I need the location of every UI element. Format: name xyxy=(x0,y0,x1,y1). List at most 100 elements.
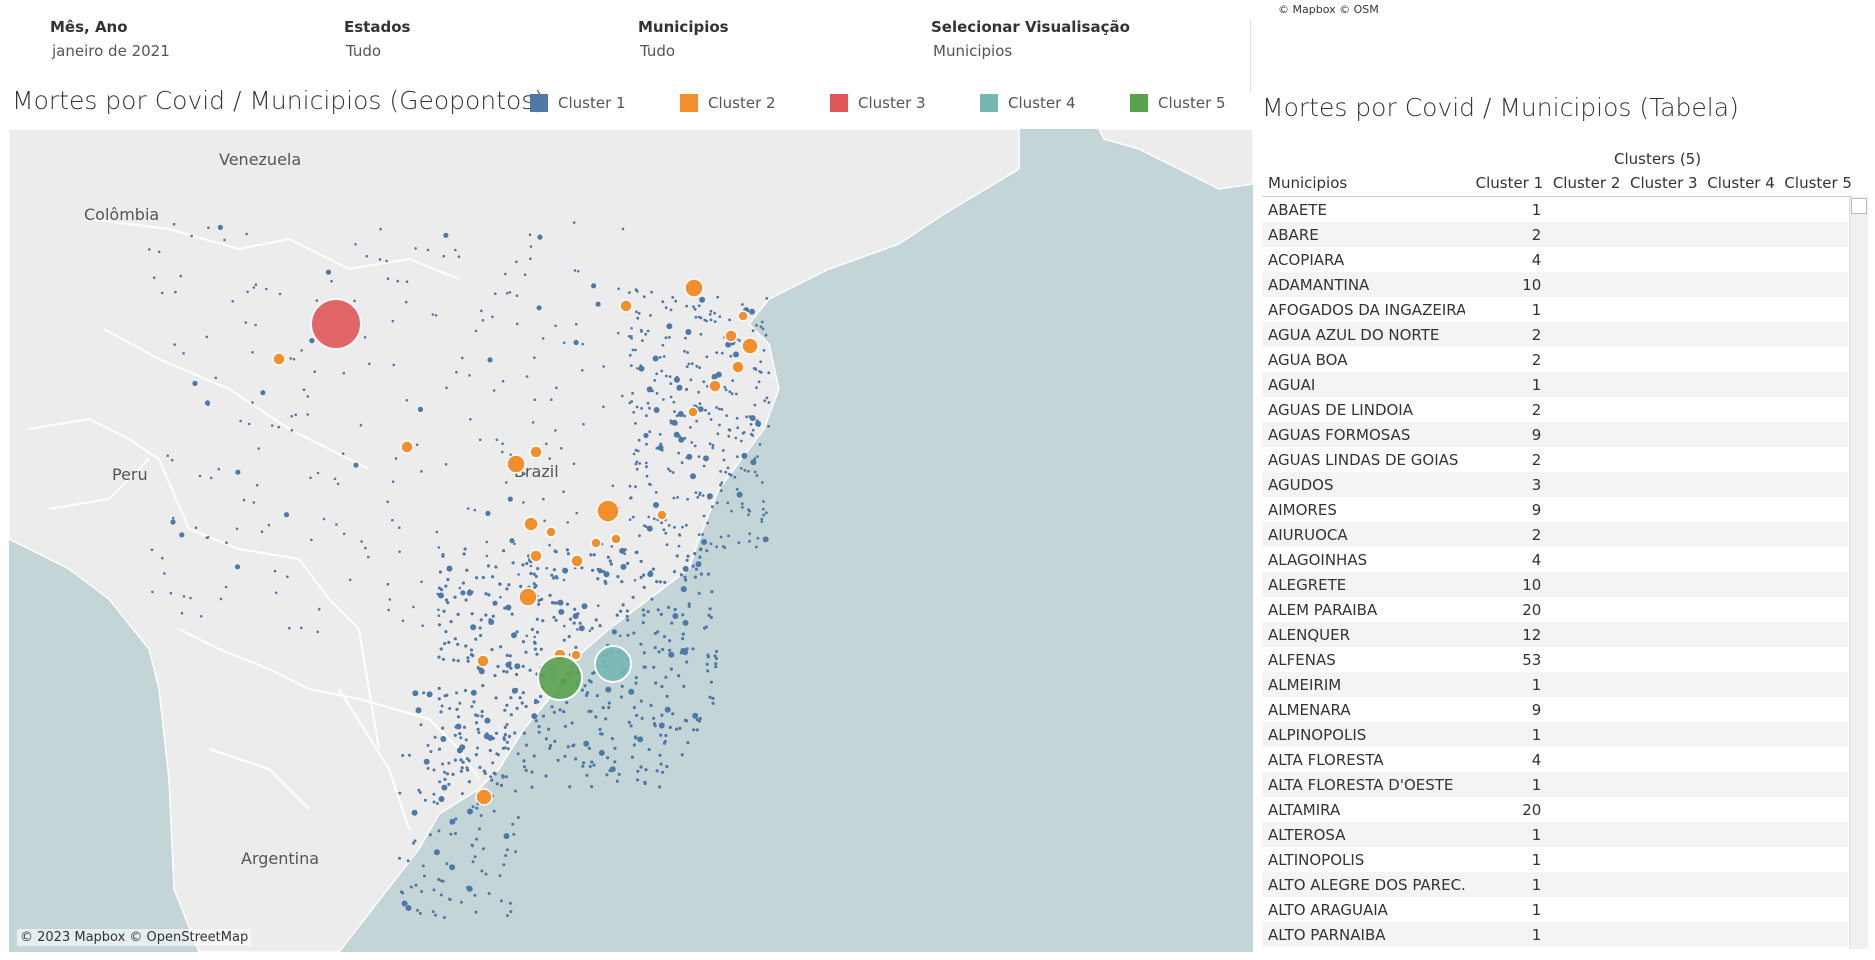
map-point[interactable] xyxy=(677,411,684,417)
map-point[interactable] xyxy=(575,511,578,515)
map-point[interactable] xyxy=(631,515,635,519)
map-point[interactable] xyxy=(464,644,468,648)
map-point[interactable] xyxy=(433,735,437,739)
map-point[interactable] xyxy=(652,517,656,521)
map-point[interactable] xyxy=(630,755,635,759)
map-point[interactable] xyxy=(690,473,696,480)
map-point[interactable] xyxy=(655,769,659,773)
map-point[interactable] xyxy=(309,338,315,344)
map-point[interactable] xyxy=(685,329,692,335)
map-point[interactable] xyxy=(474,637,478,641)
map-point[interactable] xyxy=(707,613,711,617)
column-header-cluster-2[interactable]: Cluster 2 xyxy=(1552,174,1621,192)
map-point[interactable] xyxy=(635,467,639,471)
map-point[interactable] xyxy=(709,680,714,684)
map-point[interactable] xyxy=(443,770,446,774)
map-point[interactable] xyxy=(179,274,182,278)
map-point[interactable] xyxy=(592,553,596,557)
map-point[interactable] xyxy=(459,758,463,762)
map-point[interactable] xyxy=(705,662,709,666)
map-point[interactable] xyxy=(511,822,515,826)
map-point[interactable] xyxy=(668,651,675,658)
map-point[interactable] xyxy=(627,720,631,725)
map-point[interactable] xyxy=(676,496,679,499)
map-point[interactable] xyxy=(536,567,540,571)
map-point[interactable] xyxy=(495,438,499,442)
map-point[interactable] xyxy=(458,732,462,736)
map-point[interactable] xyxy=(702,514,706,518)
map-point[interactable] xyxy=(198,474,202,478)
map-point[interactable] xyxy=(443,777,447,781)
map-point[interactable] xyxy=(654,491,658,494)
map-point[interactable] xyxy=(416,908,419,912)
map-point[interactable] xyxy=(686,497,689,501)
map-point[interactable] xyxy=(658,722,665,729)
map-point[interactable] xyxy=(432,792,436,796)
map-point[interactable] xyxy=(277,425,281,429)
map-point[interactable] xyxy=(525,634,529,638)
map-point[interactable] xyxy=(474,329,478,333)
map-point[interactable] xyxy=(423,758,430,765)
map-point[interactable] xyxy=(235,469,241,475)
map-point[interactable] xyxy=(654,681,658,685)
map-point[interactable] xyxy=(693,552,697,556)
map-point[interactable] xyxy=(619,695,624,699)
map-point[interactable] xyxy=(713,654,717,658)
table-row[interactable]: ALTAMIRA 20 xyxy=(1262,797,1848,822)
map-point[interactable] xyxy=(426,691,433,698)
map-point[interactable] xyxy=(509,696,513,700)
map-point[interactable] xyxy=(694,567,699,571)
map-point[interactable] xyxy=(634,681,638,685)
table-row[interactable]: ALTEROSA 1 xyxy=(1262,822,1848,847)
map-point[interactable] xyxy=(628,484,632,488)
map-point[interactable] xyxy=(245,232,248,236)
map-point[interactable] xyxy=(300,626,303,630)
map-point[interactable] xyxy=(603,579,607,583)
map-point[interactable] xyxy=(522,731,526,735)
map-point[interactable] xyxy=(695,728,699,732)
map-point[interactable] xyxy=(449,818,456,825)
map-point[interactable] xyxy=(643,432,649,439)
map-point[interactable] xyxy=(453,637,457,641)
map-point[interactable] xyxy=(660,713,664,717)
map-point[interactable] xyxy=(708,607,712,611)
map-point[interactable] xyxy=(685,388,688,391)
map-point[interactable] xyxy=(649,703,653,708)
map-point[interactable] xyxy=(166,454,169,458)
map-point[interactable] xyxy=(630,364,633,367)
map-point[interactable] xyxy=(749,423,753,426)
map-point[interactable] xyxy=(511,632,517,639)
map-point[interactable] xyxy=(638,534,641,538)
map-point[interactable] xyxy=(724,329,738,343)
map-point[interactable] xyxy=(689,426,692,429)
map-point[interactable] xyxy=(514,789,517,793)
map-point[interactable] xyxy=(552,576,556,580)
map-point[interactable] xyxy=(765,396,769,400)
map-point[interactable] xyxy=(170,458,174,462)
map-point[interactable] xyxy=(613,746,617,751)
map-point[interactable] xyxy=(762,513,766,517)
map-point[interactable] xyxy=(662,355,666,358)
map-point[interactable] xyxy=(646,401,650,405)
map-point[interactable] xyxy=(541,337,545,340)
map-point[interactable] xyxy=(683,575,687,579)
map-point[interactable] xyxy=(254,283,258,286)
table-row[interactable]: AGUDOS 3 xyxy=(1262,472,1848,497)
filter-month-year[interactable]: Mês, Ano janeiro de 2021 xyxy=(50,18,170,60)
map-point[interactable] xyxy=(422,874,426,878)
map-point[interactable] xyxy=(562,578,566,582)
map-point[interactable] xyxy=(247,422,251,426)
map-point[interactable] xyxy=(687,362,691,366)
map-point[interactable] xyxy=(219,597,223,601)
map-point[interactable] xyxy=(466,656,470,660)
map-point[interactable] xyxy=(765,297,769,300)
map-point[interactable] xyxy=(545,526,557,538)
map-point[interactable] xyxy=(670,621,674,625)
map-point[interactable] xyxy=(368,362,371,366)
map-point[interactable] xyxy=(699,332,703,336)
column-header-cluster-5[interactable]: Cluster 5 xyxy=(1784,174,1852,192)
map-point[interactable] xyxy=(693,575,698,579)
map-point[interactable] xyxy=(681,637,685,641)
map-point[interactable] xyxy=(467,759,471,763)
map-point[interactable] xyxy=(484,872,488,876)
